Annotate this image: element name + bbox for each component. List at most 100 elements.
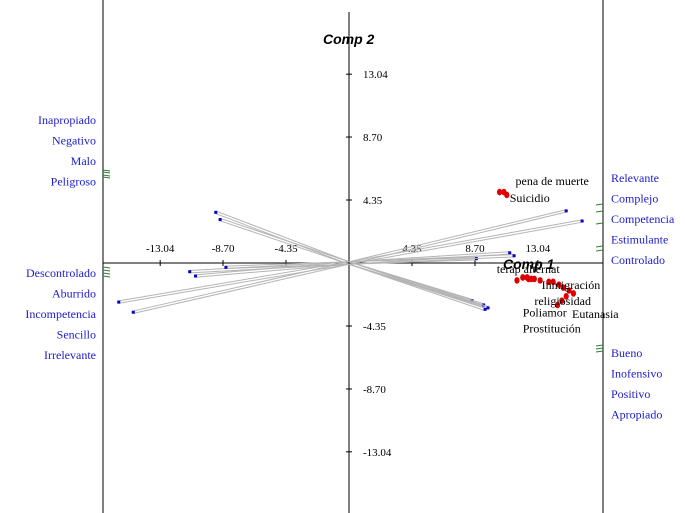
score-point <box>504 191 510 199</box>
x-tick-label: 8.70 <box>465 243 485 255</box>
loading-vector <box>189 261 349 271</box>
x-tick-label: -13.04 <box>146 243 175 255</box>
score-point <box>560 284 566 291</box>
scale-label-left: Incompetencia <box>25 307 96 321</box>
loading-vector <box>132 261 349 312</box>
x-axis-label: Comp 1 <box>503 256 555 272</box>
score-point <box>563 293 569 300</box>
loading-vector <box>133 263 350 314</box>
scale-tick-left <box>102 275 111 278</box>
loading-vector <box>348 219 583 263</box>
scale-tick-right <box>595 245 604 248</box>
scale-tick-right <box>595 210 604 213</box>
x-tick-label: -8.70 <box>212 243 235 255</box>
scale-label-right: Competencia <box>611 212 675 226</box>
scale-tick-left <box>102 176 111 179</box>
scale-tick-left <box>102 174 111 177</box>
point-label: Poliamor <box>523 306 567 320</box>
score-point <box>556 281 562 289</box>
scale-tick-left <box>102 269 111 272</box>
vector-tip <box>508 251 512 255</box>
scale-label-left: Malo <box>71 154 96 168</box>
scale-tick-right <box>595 249 604 252</box>
y-tick-label: -13.04 <box>363 447 392 459</box>
loading-vector <box>216 210 350 263</box>
loading-vector <box>349 256 515 265</box>
score-point <box>559 297 565 304</box>
scale-label-right: Estimulante <box>611 233 668 247</box>
vector-tip <box>131 310 135 314</box>
vector-tip <box>188 270 192 274</box>
loading-vector <box>348 209 567 263</box>
score-point <box>537 277 543 284</box>
score-point <box>514 277 520 284</box>
point-label: Suicidio <box>510 191 550 205</box>
score-point <box>531 275 537 283</box>
loading-vector <box>348 251 510 263</box>
point-label: terap alternat <box>497 262 561 276</box>
scale-label-left: Peligroso <box>51 175 96 189</box>
vector-tip <box>483 307 487 311</box>
vector-tip <box>218 218 222 222</box>
y-tick-label: 8.70 <box>363 132 383 144</box>
scale-label-right: Positivo <box>611 387 650 401</box>
score-point <box>520 274 526 281</box>
score-point <box>546 278 552 286</box>
vector-tip <box>194 274 198 278</box>
vector-tip <box>486 306 490 310</box>
scale-label-left: Irrelevante <box>44 348 96 362</box>
loading-vector <box>220 217 350 263</box>
scale-tick-left <box>102 169 111 172</box>
score-point <box>566 287 572 294</box>
point-label: Inmigración <box>542 278 601 292</box>
vector-tip <box>214 210 218 214</box>
scale-tick-right <box>595 347 604 350</box>
scale-label-right: Complejo <box>611 192 658 206</box>
scale-label-right: Bueno <box>611 346 642 360</box>
point-label: religiosidad <box>534 294 591 308</box>
vector-tip <box>564 209 568 213</box>
scale-label-left: Aburrido <box>52 287 96 301</box>
loading-vector <box>349 221 583 265</box>
scale-label-right: Relevante <box>611 171 659 185</box>
scale-tick-right <box>595 203 604 206</box>
x-tick-label: -4.35 <box>275 243 298 255</box>
y-tick-label: -4.35 <box>363 321 386 333</box>
vector-tip <box>117 300 121 304</box>
y-tick-label: -8.70 <box>363 384 386 396</box>
scale-tick-right <box>595 344 604 347</box>
point-label: Eutanasia <box>572 307 619 321</box>
score-point <box>550 278 556 286</box>
scale-tick-right <box>595 222 604 225</box>
scale-label-left: Sencillo <box>57 328 96 342</box>
loading-vector <box>195 261 349 276</box>
scale-label-left: Descontrolado <box>26 266 96 280</box>
scale-tick-left <box>102 266 111 269</box>
vector-tip <box>470 299 474 303</box>
y-tick-label: 13.04 <box>363 69 388 81</box>
vector-tip <box>580 219 584 223</box>
scale-tick-right <box>595 350 604 353</box>
scale-label-right: Apropiado <box>611 408 662 422</box>
scale-label-right: Inofensivo <box>611 367 662 381</box>
loading-vector <box>225 261 349 267</box>
scale-label-left: Inapropiado <box>38 113 96 127</box>
vector-tip <box>224 265 228 269</box>
point-label: Prostitución <box>523 322 581 336</box>
scale-label-left: Negativo <box>52 134 96 148</box>
scale-label-right: Controlado <box>611 253 665 267</box>
loading-vector <box>118 261 349 302</box>
scale-tick-left <box>102 272 111 275</box>
scale-tick-left <box>102 171 111 174</box>
loading-vector <box>348 254 515 263</box>
point-label: pena de muerte <box>516 174 589 188</box>
score-point <box>554 301 561 309</box>
vector-tip <box>512 254 516 258</box>
score-point <box>496 188 503 196</box>
score-point <box>570 290 577 297</box>
x-tick-label: 13.04 <box>525 243 550 255</box>
y-tick-label: 4.35 <box>363 195 383 207</box>
loading-vector <box>349 261 486 309</box>
